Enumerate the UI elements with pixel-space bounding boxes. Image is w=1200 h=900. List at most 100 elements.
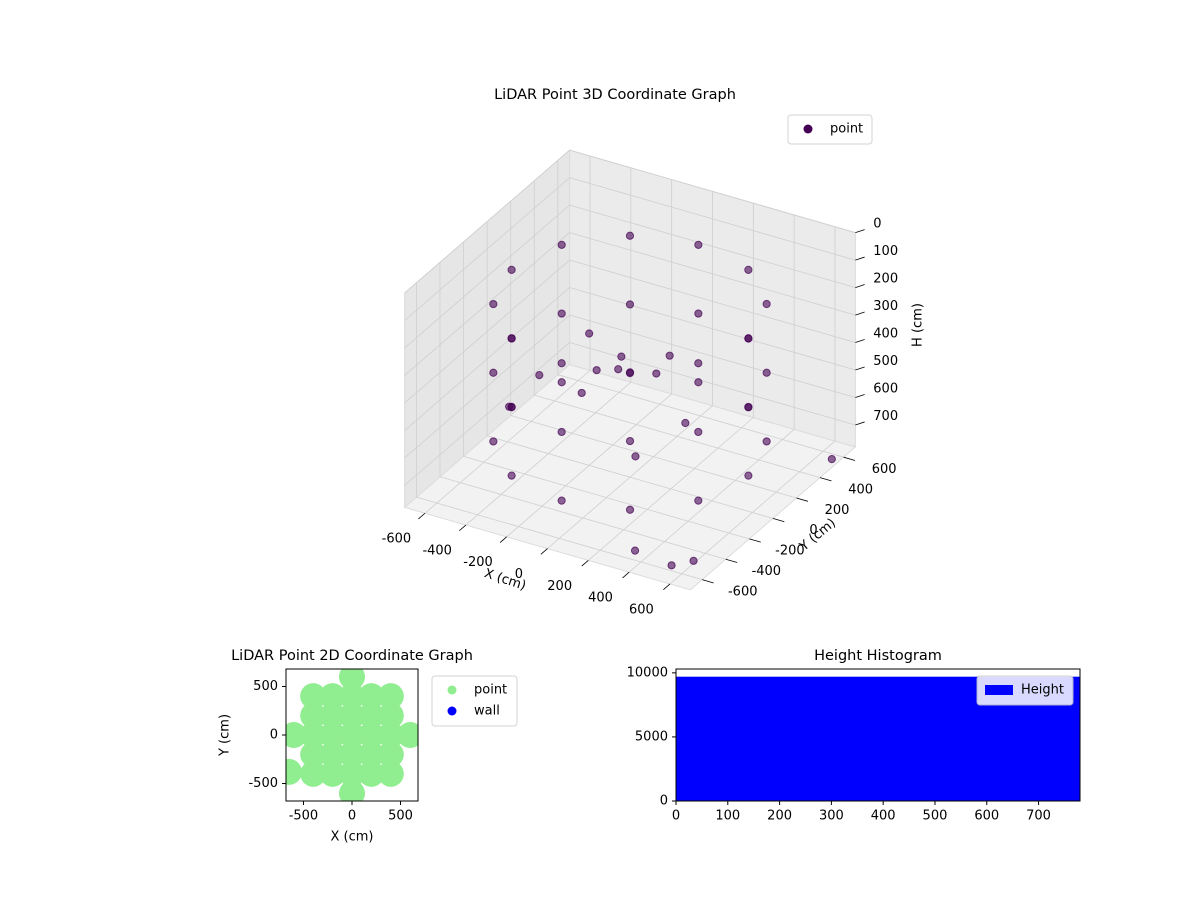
point <box>827 455 836 464</box>
chart-title: Height Histogram <box>814 648 942 664</box>
point <box>489 299 498 309</box>
grid-line <box>463 455 750 540</box>
point <box>339 702 365 729</box>
grid-line <box>404 342 570 486</box>
grid-line <box>510 415 797 499</box>
point <box>630 546 640 555</box>
point <box>286 722 307 748</box>
point <box>557 309 566 318</box>
y-tick-label: -400 <box>752 564 782 579</box>
grid-line <box>404 287 570 431</box>
z-tick-label: 700 <box>873 409 898 424</box>
legend-label: point <box>830 122 863 137</box>
tick-mark <box>499 536 507 543</box>
point <box>744 471 753 480</box>
point <box>319 722 346 748</box>
x-tick-label: -500 <box>289 809 319 824</box>
point <box>489 368 498 377</box>
grid-line <box>569 232 856 316</box>
point <box>617 352 626 361</box>
y-tick-label: 0 <box>809 523 817 538</box>
point <box>377 683 404 710</box>
point <box>377 741 404 768</box>
grid-line <box>404 204 570 349</box>
tick-mark <box>749 538 761 543</box>
point <box>652 369 661 378</box>
tick-mark <box>843 456 856 461</box>
y-tick-label: 10000 <box>627 665 668 680</box>
legend-box <box>976 675 1074 706</box>
tick-mark <box>855 339 865 343</box>
x-tick-label: -600 <box>382 532 412 547</box>
point <box>377 702 404 729</box>
y-tick-label: 5000 <box>635 729 668 744</box>
legend-label: Height <box>1021 683 1064 698</box>
x-tick-label: -400 <box>422 543 452 558</box>
y-tick-label: 500 <box>253 679 278 694</box>
grid-line <box>569 287 856 371</box>
x-tick-label: 500 <box>388 809 413 824</box>
y-axis-label: Y (cm) <box>218 714 233 757</box>
grid-line <box>486 435 774 519</box>
x-tick-label: 700 <box>1026 809 1051 824</box>
legend-label: point <box>474 683 507 698</box>
tick-mark <box>725 558 738 563</box>
point <box>300 702 327 729</box>
grid-line <box>404 259 570 404</box>
point <box>339 669 365 690</box>
point <box>300 683 327 710</box>
grid-line <box>557 374 844 458</box>
point <box>762 368 771 377</box>
x-axis-label: X (cm) <box>331 830 374 845</box>
point <box>507 265 516 274</box>
tick-mark <box>581 560 589 567</box>
y-tick-label: -200 <box>775 544 805 559</box>
point <box>557 378 566 387</box>
point <box>592 366 601 375</box>
x-tick-label: 600 <box>974 809 999 824</box>
point <box>319 741 346 768</box>
x-tick-label: 200 <box>547 579 572 594</box>
y-tick-label: 200 <box>825 503 850 518</box>
point <box>744 265 753 275</box>
point <box>339 683 365 710</box>
legend-label: wall <box>474 704 500 719</box>
legend-marker <box>447 706 457 716</box>
point <box>507 471 516 480</box>
point <box>286 758 302 785</box>
x-tick-label: 200 <box>767 809 792 824</box>
point <box>625 436 635 446</box>
point <box>339 760 365 787</box>
point <box>489 437 498 446</box>
point <box>377 722 404 748</box>
legend-marker <box>447 685 457 695</box>
point <box>319 702 346 729</box>
axes-frame <box>675 668 1081 802</box>
point <box>744 334 753 343</box>
grid-line <box>404 149 570 294</box>
x-tick-label: 400 <box>871 809 896 824</box>
grid-line <box>439 476 726 560</box>
point <box>397 722 418 748</box>
point <box>300 760 327 787</box>
legend-box <box>787 114 873 145</box>
legend-swatch <box>985 685 1013 695</box>
tick-mark <box>702 579 714 584</box>
grid-line <box>569 342 856 426</box>
x-tick-label: -200 <box>463 555 493 570</box>
grid-line <box>404 314 570 459</box>
z-tick-label: 100 <box>873 244 898 259</box>
point <box>358 722 385 748</box>
point <box>631 452 640 461</box>
z-tick-label: 200 <box>873 272 898 287</box>
grid-line <box>404 232 570 376</box>
tick-mark <box>796 497 809 502</box>
z-tick-label: 500 <box>873 354 898 369</box>
point <box>625 300 635 309</box>
chart-title: LiDAR Point 2D Coordinate Graph <box>231 648 473 664</box>
tick-mark <box>855 421 865 426</box>
point <box>358 760 385 787</box>
point <box>300 741 327 768</box>
tick-mark <box>772 518 785 523</box>
tick-mark <box>855 229 865 234</box>
